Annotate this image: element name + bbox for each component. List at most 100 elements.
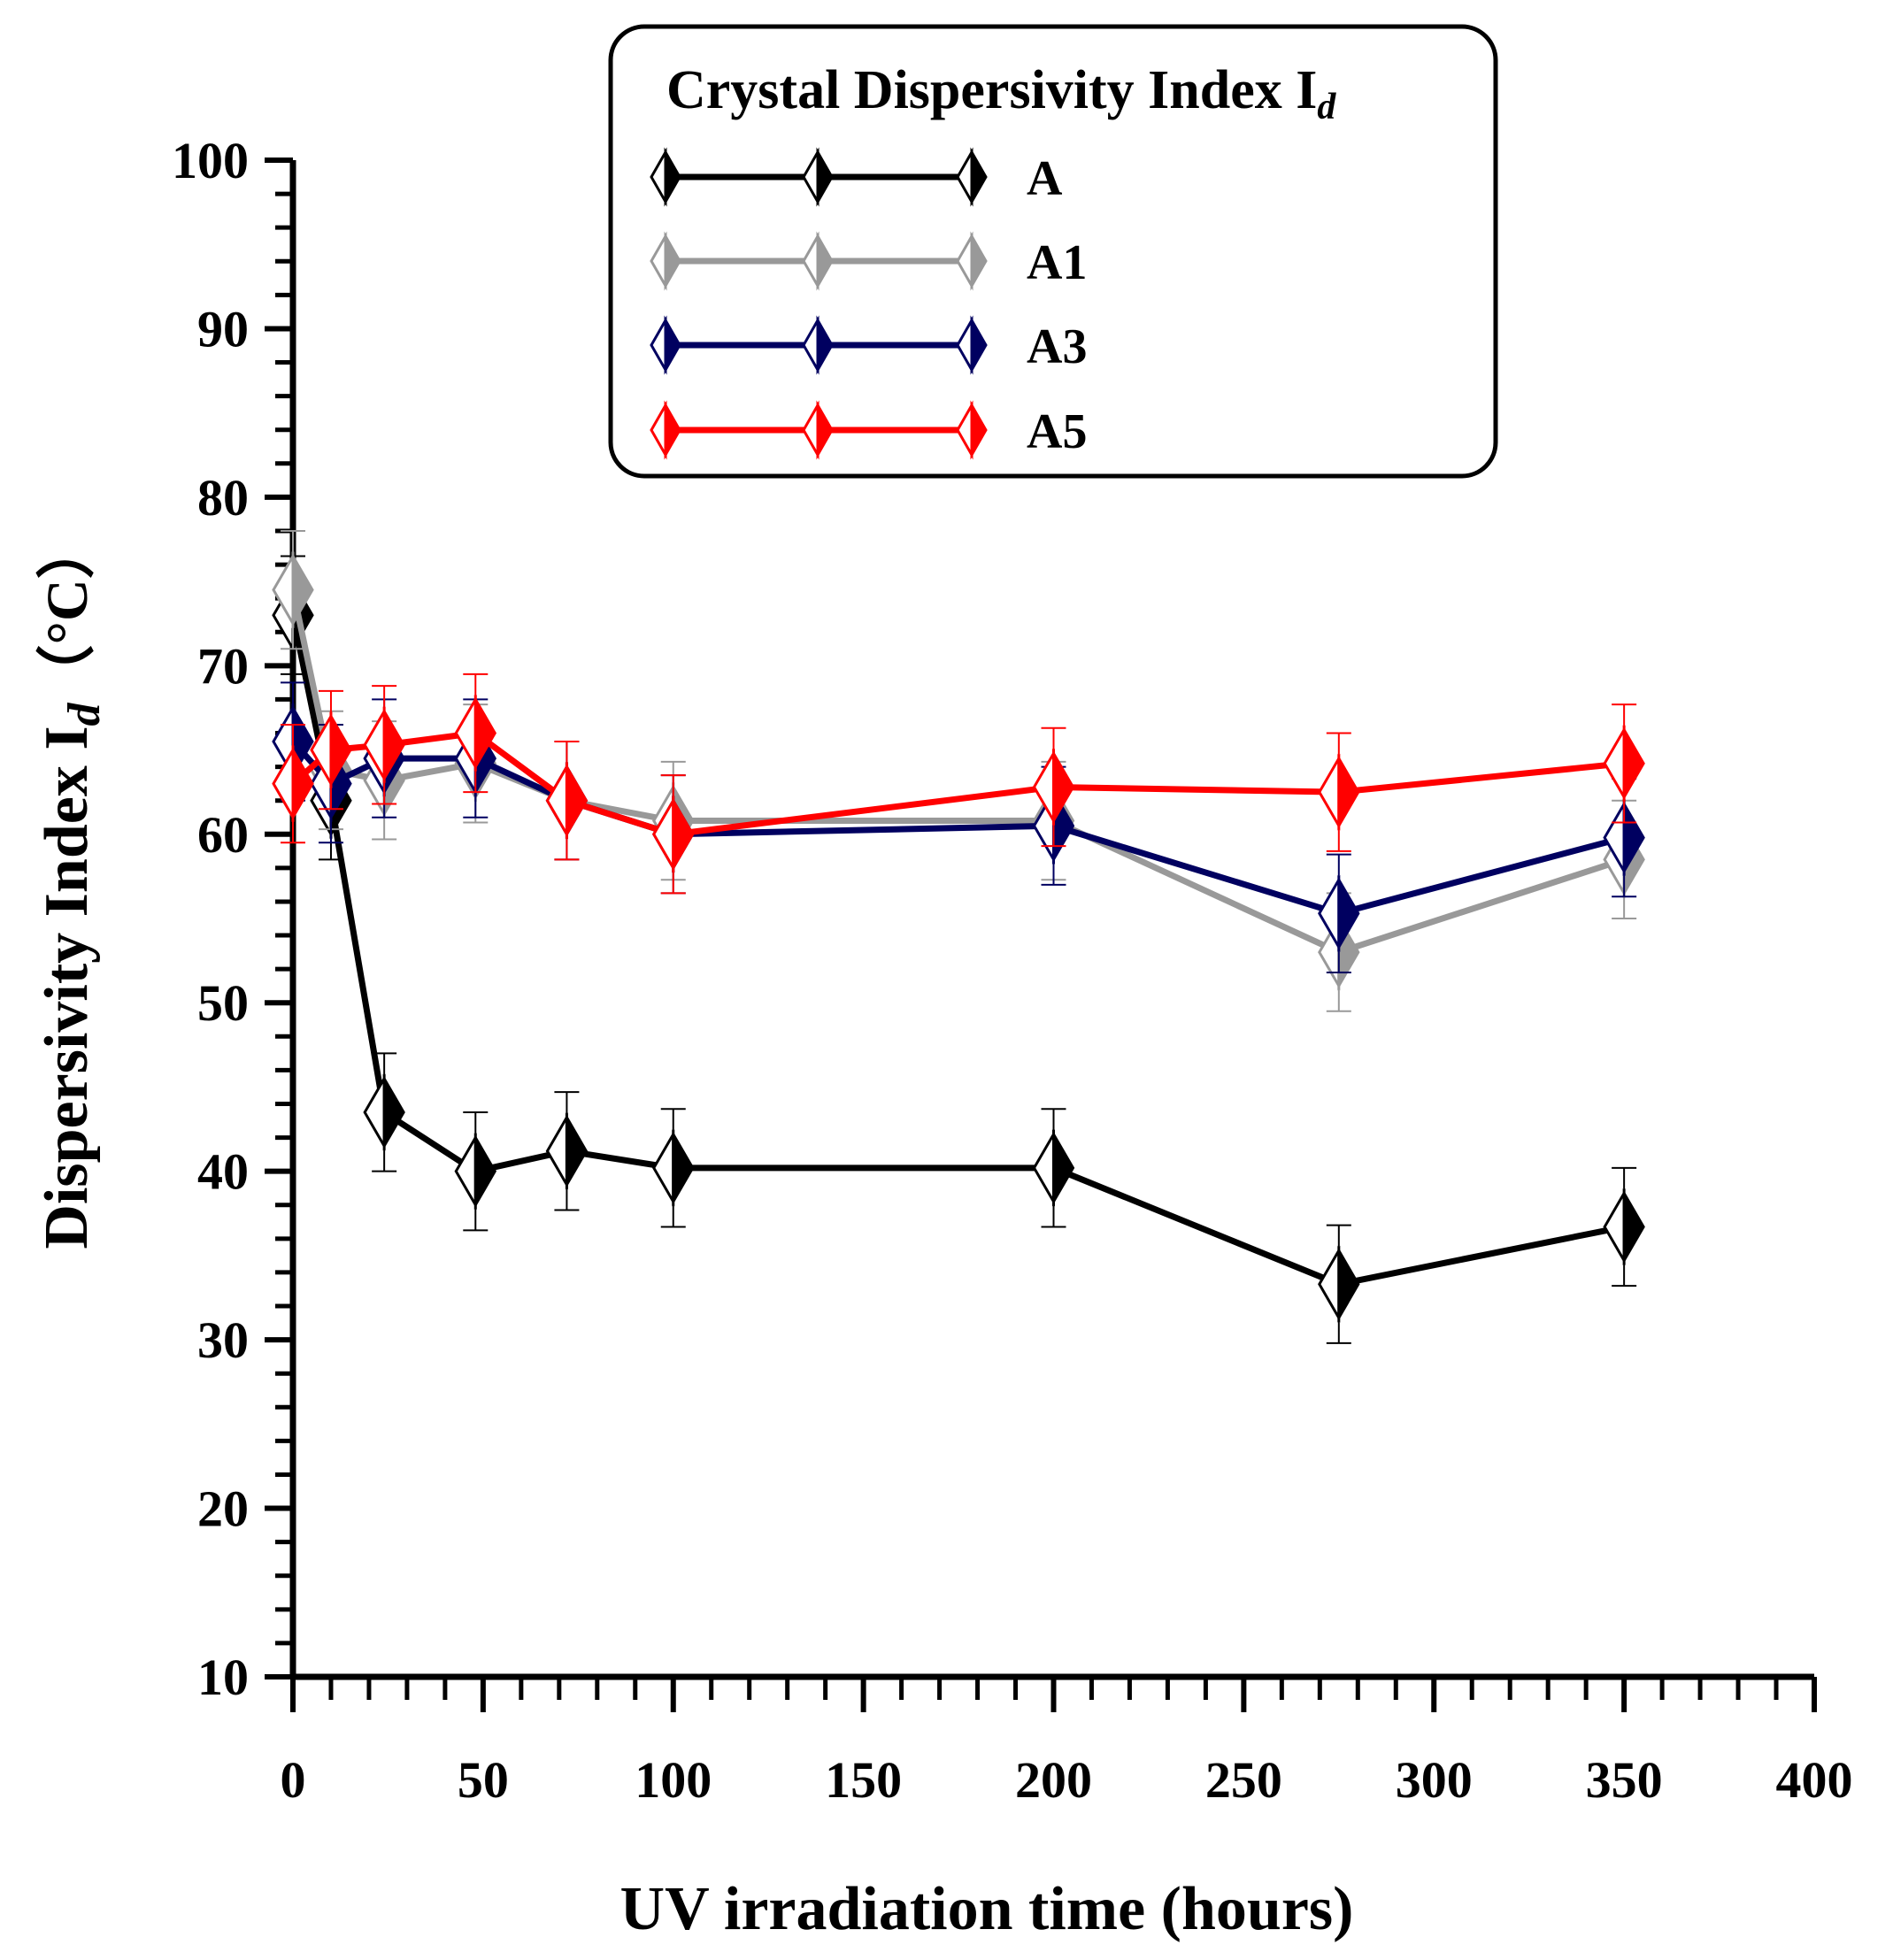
y-axis-title-main: Dispersivity Index I: [33, 726, 101, 1249]
series-a-point-left-half: [363, 1073, 386, 1151]
series-a-point: [545, 1112, 589, 1190]
legend-entry-a5-marker: [802, 400, 834, 460]
legend-entry-a3-marker: [802, 315, 834, 375]
series-a3-point-right-half: [1622, 799, 1645, 877]
y-tick-label: 80: [197, 469, 249, 527]
series-a-point-right-half: [1052, 1129, 1075, 1207]
legend-entry-a1-marker: [956, 231, 988, 291]
legend-entry-a1-marker-right-half: [664, 231, 681, 291]
series-a3-line: [290, 739, 1626, 917]
legend-entry-a3-label: A3: [1027, 319, 1087, 374]
legend-entry-a5: A5: [650, 400, 1087, 460]
y-tick-label: 20: [197, 1480, 249, 1538]
series-a5-point-right-half: [565, 762, 589, 840]
series-a1-point-right-half: [291, 551, 314, 629]
series-a3-point: [1318, 874, 1360, 952]
series-a5-point-right-half: [672, 796, 695, 873]
legend-entries: A A1 A3 A5: [650, 147, 1087, 460]
y-axis-title-subscript: d: [59, 702, 110, 726]
y-tick-label: 50: [197, 974, 249, 1032]
x-tick-label: 300: [1396, 1751, 1473, 1809]
y-axis-title: Dispersivity Index Id（°C）: [33, 520, 110, 1249]
legend-entry-a-marker-right-half: [970, 147, 988, 207]
legend-entry-a: A: [650, 147, 1063, 207]
series-layer: [272, 529, 1645, 1344]
legend-entry-a3-marker: [956, 315, 988, 375]
series-a-point-left-half: [1603, 1188, 1626, 1266]
legend-title-subscript: d: [1317, 87, 1336, 127]
x-tick-label: 150: [825, 1751, 902, 1809]
series-a-point-right-half: [1622, 1188, 1645, 1266]
series-a-point-right-half: [382, 1073, 405, 1151]
legend-entry-a-marker-right-half: [664, 147, 681, 207]
series-a5-point-right-half: [382, 706, 405, 784]
series-a-point: [454, 1133, 497, 1211]
x-tick-label: 250: [1205, 1751, 1282, 1809]
series-a5-point: [1318, 753, 1360, 831]
series-a-line: [289, 614, 1625, 1287]
legend-entry-a-label: A: [1027, 151, 1063, 206]
series-a5-point: [1603, 725, 1645, 803]
legend-entry-a5-marker-right-half: [970, 400, 988, 460]
legend-entry-a5-marker: [956, 400, 988, 460]
series-a5-point: [310, 711, 352, 789]
y-tick-label: 90: [197, 300, 249, 357]
series-a5-point-left-half: [545, 762, 568, 840]
series-a-point: [363, 1073, 405, 1151]
x-axis-title: UV irradiation time (hours): [620, 1875, 1354, 1943]
y-tick-label: 100: [172, 132, 249, 189]
series-a5-point-right-half: [329, 711, 352, 789]
series-a-point: [1032, 1129, 1075, 1207]
series-a5-point: [272, 745, 314, 823]
series-a-point: [1318, 1245, 1360, 1323]
series-a-point-left-half: [1318, 1245, 1341, 1323]
legend-entry-a-marker: [802, 147, 834, 207]
series-a5-point-right-half: [1052, 748, 1075, 826]
legend-entry-a3-marker-right-half: [970, 315, 988, 375]
series-a-point-right-half: [1337, 1245, 1360, 1323]
legend-title-main: Crystal Dispersivity Index I: [666, 60, 1317, 120]
legend-entry-a3-marker-right-half: [664, 315, 681, 375]
legend-entry-a1-marker: [650, 231, 681, 291]
y-tick-label: 70: [197, 637, 249, 695]
series-a5-point-left-half: [1603, 725, 1626, 803]
series-a-point: [652, 1129, 695, 1207]
legend-box: [608, 24, 1498, 479]
legend-entry-a-marker: [956, 147, 988, 207]
y-tick-label: 60: [197, 806, 249, 864]
series-a5: [272, 673, 1645, 895]
series-a-point: [1603, 1188, 1645, 1266]
y-axis-title-unit: （°C）: [35, 520, 100, 703]
legend-entry-a3-marker: [650, 315, 681, 375]
series-a5-point-right-half: [473, 694, 497, 772]
legend-entry-a1-marker: [802, 231, 834, 291]
x-tick-label: 200: [1015, 1751, 1092, 1809]
legend-entry-a5-label: A5: [1027, 404, 1087, 459]
series-a3-point: [1603, 799, 1645, 877]
legend-entry-a1-marker-right-half: [970, 231, 988, 291]
legend-entry-a3-marker-right-half: [816, 315, 834, 375]
legend-entry-a-marker-right-half: [816, 147, 834, 207]
series-a-point-right-half: [473, 1133, 497, 1211]
x-tick-label: 350: [1586, 1751, 1663, 1809]
legend-entry-a5-marker: [650, 400, 681, 460]
series-a5-point-right-half: [1337, 753, 1360, 831]
y-tick-label: 40: [197, 1143, 249, 1201]
y-tick-label: 30: [197, 1311, 249, 1369]
x-tick-label: 0: [281, 1751, 306, 1809]
legend-entry-a1: A1: [650, 231, 1087, 291]
legend: Crystal Dispersivity Index Id A A1 A3 A5: [608, 24, 1498, 479]
series-a-point-right-half: [565, 1112, 589, 1190]
legend-entry-a3: A3: [650, 315, 1087, 375]
legend-entry-a1-label: A1: [1027, 235, 1087, 290]
series-a5-point-right-half: [291, 745, 314, 823]
series-a5-point-right-half: [1622, 725, 1645, 803]
x-tick-label: 50: [458, 1751, 509, 1809]
series-a5-point: [363, 706, 405, 784]
x-tick-label: 400: [1776, 1751, 1853, 1809]
axes-layer: 10 20 30 40 50 60 70 80 90 100 0 50 100 150 200 250 300 3…: [172, 132, 1853, 1809]
series-a-point-right-half: [672, 1129, 695, 1207]
legend-entry-a5-marker-right-half: [664, 400, 681, 460]
series-a5-point: [454, 694, 497, 772]
